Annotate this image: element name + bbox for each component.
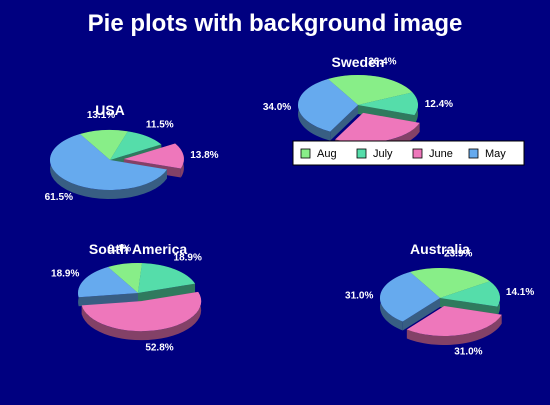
pie-slice-june xyxy=(335,112,420,143)
pie-value-label: 61.5% xyxy=(45,192,73,203)
legend: Aug July June May xyxy=(292,140,525,166)
legend-swatch xyxy=(300,148,311,159)
pie-australia: 23.9% 14.1% 31.0% 31.0% Australia xyxy=(345,241,534,357)
pie-slice-wall-may-0 xyxy=(402,298,440,331)
pie-slice-june xyxy=(123,143,184,169)
pie-title: Australia xyxy=(410,241,470,257)
pie-slice-may xyxy=(297,79,358,132)
pie-slice-aug xyxy=(108,263,143,293)
pie-slice-may xyxy=(380,272,440,322)
pie-value-label: 34.0% xyxy=(263,102,291,113)
legend-swatch xyxy=(356,148,367,159)
pie-slice-wall-july-1 xyxy=(440,298,498,316)
legend-swatch xyxy=(468,148,479,159)
legend-entry-may: May xyxy=(468,148,506,160)
pie-value-label: 11.5% xyxy=(146,119,174,130)
pie-usa: 13.1% 11.5% 13.8% 61.5% USA xyxy=(45,102,219,203)
pie-slice-june xyxy=(81,291,202,332)
pie-title: USA xyxy=(95,102,125,118)
pie-slice-june xyxy=(406,306,502,337)
pie-value-label: 13.8% xyxy=(190,150,218,161)
pie-value-label: 9.4% xyxy=(108,244,131,255)
legend-swatch xyxy=(412,148,423,159)
pie-value-label: 18.9% xyxy=(51,269,79,280)
legend-label: June xyxy=(429,148,453,160)
pie-value-label: 18.9% xyxy=(174,252,202,263)
legend-entry-aug: Aug xyxy=(300,148,337,160)
pie-value-label: 14.1% xyxy=(506,287,534,298)
pie-slice-july xyxy=(440,281,501,307)
pie-slice-wall-may-0 xyxy=(330,105,358,141)
pie-value-label: 13.1% xyxy=(87,110,115,121)
pie-title: South America xyxy=(89,241,187,257)
pie-title: Sweden xyxy=(332,54,385,70)
pie-slice-wall-july-1 xyxy=(358,105,415,125)
legend-label: Aug xyxy=(317,148,337,160)
pie-slice-side-june xyxy=(81,291,202,341)
pie-slice-may xyxy=(50,134,167,191)
pie-slice-aug xyxy=(328,74,413,105)
pie-slice-aug xyxy=(80,129,128,160)
pie-slice-july xyxy=(110,131,162,160)
legend-label: May xyxy=(485,148,506,160)
pie-value-label: 31.0% xyxy=(345,291,373,302)
pie-value-label: 23.9% xyxy=(444,249,472,260)
pie-slice-may xyxy=(77,267,138,298)
pie-value-label: 31.0% xyxy=(454,346,482,357)
pie-slice-aug xyxy=(410,267,490,298)
pie-slice-july xyxy=(358,92,419,116)
chart-title: Pie plots with background image xyxy=(88,10,463,37)
pie-value-label: 52.8% xyxy=(145,343,173,354)
pie-slice-july xyxy=(138,263,196,293)
pies-group: 13.1%11.5%13.8%61.5%USA26.4%12.4%27.2%34… xyxy=(45,54,535,357)
pie-slice-wall-july-1 xyxy=(138,283,196,302)
pie-value-label: 26.4% xyxy=(368,57,396,68)
pie-value-label: 12.4% xyxy=(425,99,453,110)
legend-label: July xyxy=(373,148,393,160)
legend-entry-june: June xyxy=(412,148,453,160)
pie-slice-side-june xyxy=(406,314,502,346)
pie-south-america: 9.4%18.9%52.8%18.9%South America xyxy=(51,241,202,354)
legend-entry-july: July xyxy=(356,148,393,160)
legend-box xyxy=(292,140,525,166)
